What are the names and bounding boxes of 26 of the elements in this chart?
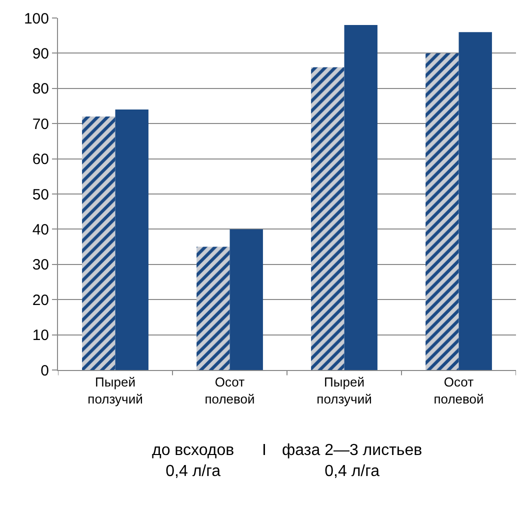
x-tick-label: Пырей ползучий [88,374,143,406]
text: I [262,442,266,459]
y-tick-label: 20 [32,292,49,309]
y-tick-label: 50 [32,186,49,204]
bar [426,53,459,370]
text: до всходов 0,4 л/га [152,442,234,480]
bar [115,110,148,370]
y-tick-label: 40 [32,221,49,238]
y-tick-label: 60 [32,151,49,168]
y-tick-label: 30 [32,256,49,274]
x-tick-label: Осот полевой [434,374,484,406]
x-tick-label: Пырей ползучий [316,374,372,406]
text: фаза 2—3 листьев 0,4 л/га [282,442,422,480]
y-tick-label: 80 [32,80,49,98]
bar [458,32,492,370]
y-tick-label: 90 [32,45,49,62]
bar [311,67,344,370]
x-tick-label: Осот полевой [204,374,255,406]
y-tick-label: 100 [24,10,49,28]
bar [230,229,263,370]
bar [344,25,378,370]
bar [196,246,230,370]
bar [82,116,116,370]
y-tick-label: 10 [32,327,49,344]
y-tick-label: 0 [40,362,49,380]
y-tick-label: 70 [32,116,49,133]
